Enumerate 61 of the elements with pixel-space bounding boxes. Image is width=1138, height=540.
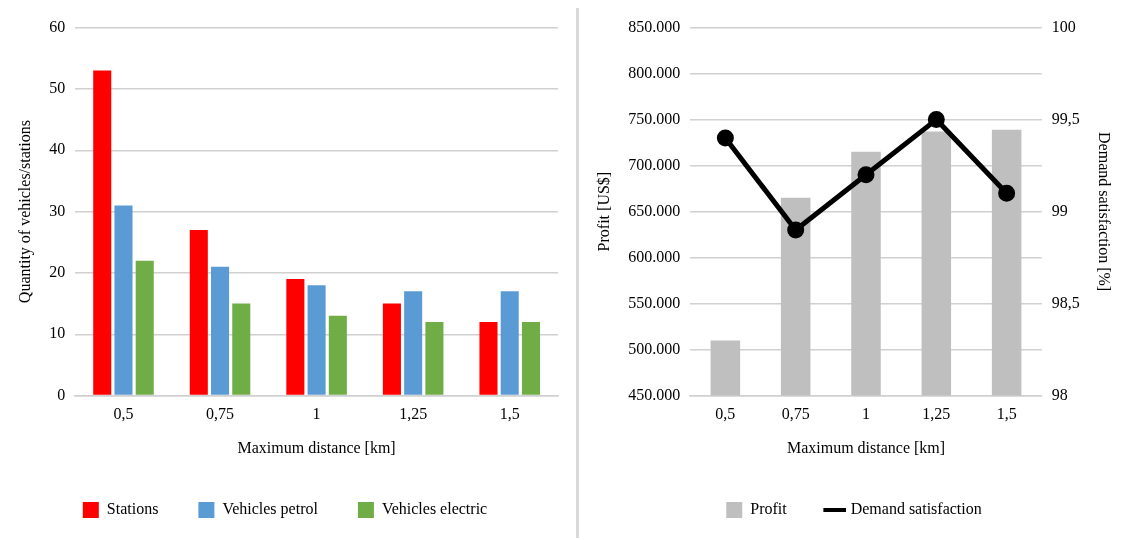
bar xyxy=(307,285,326,395)
y-tick-label: 600.000 xyxy=(628,247,681,265)
x-tick-label: 1,5 xyxy=(996,405,1017,423)
bar xyxy=(211,266,230,395)
x-tick-label: 1 xyxy=(312,405,321,423)
x-tick-label: 0,75 xyxy=(206,405,235,423)
bar xyxy=(135,260,154,395)
bar xyxy=(328,315,347,395)
y-tick-label: 850.000 xyxy=(628,17,681,35)
y-axis-title: Quantity of vehicles/stations xyxy=(15,120,34,304)
y-tick-label: 800.000 xyxy=(628,63,681,81)
bar xyxy=(93,70,112,395)
bar xyxy=(382,303,401,395)
point xyxy=(857,166,875,184)
bar xyxy=(500,291,519,395)
y-tick-label: 500.000 xyxy=(628,339,681,357)
bar xyxy=(425,322,444,395)
x-tick-label: 1,25 xyxy=(922,405,951,423)
y-tick-label: 750.000 xyxy=(628,109,681,127)
legend-label: Demand satisfaction xyxy=(850,500,982,518)
point xyxy=(998,184,1016,202)
point xyxy=(927,111,945,129)
y2-tick-label: 98 xyxy=(1051,385,1068,403)
x-tick-label: 1,5 xyxy=(499,405,520,423)
y-tick-label: 450.000 xyxy=(628,385,681,403)
x-axis-title: Maximum distance [km] xyxy=(237,438,396,456)
x-tick-label: 0,75 xyxy=(781,405,810,423)
y-tick-label: 700.000 xyxy=(628,155,681,173)
point xyxy=(787,221,805,239)
bar xyxy=(114,205,133,395)
y2-axis-title: Demand satisfaction [%] xyxy=(1096,132,1114,292)
y2-tick-label: 100 xyxy=(1051,17,1076,35)
bar xyxy=(404,291,423,395)
bar xyxy=(189,230,208,395)
bar xyxy=(232,303,251,395)
legend-label: Profit xyxy=(750,500,788,518)
y-tick-label: 10 xyxy=(49,324,66,342)
x-tick-label: 1 xyxy=(862,405,870,423)
y-tick-label: 20 xyxy=(49,263,66,281)
legend-label: Vehicles electric xyxy=(381,500,488,518)
y-tick-label: 550.000 xyxy=(628,293,681,311)
y-tick-label: 650.000 xyxy=(628,201,681,219)
y2-tick-label: 99,5 xyxy=(1051,109,1080,127)
y-tick-label: 30 xyxy=(49,201,66,219)
y-tick-label: 0 xyxy=(57,385,66,403)
y-axis-title: Profit [US$] xyxy=(594,171,612,252)
x-tick-label: 1,25 xyxy=(399,405,428,423)
bar xyxy=(286,279,305,395)
bar xyxy=(521,322,540,395)
x-axis-title: Maximum distance [km] xyxy=(786,438,946,456)
point xyxy=(716,129,734,147)
legend-label: Vehicles petrol xyxy=(222,500,319,519)
y2-tick-label: 99 xyxy=(1051,201,1068,219)
x-tick-label: 0,5 xyxy=(113,405,134,423)
y-tick-label: 60 xyxy=(49,17,66,35)
bar xyxy=(479,322,498,395)
y2-tick-label: 98,5 xyxy=(1051,293,1080,311)
y-tick-label: 40 xyxy=(49,140,66,158)
y-tick-label: 50 xyxy=(49,79,66,97)
x-tick-label: 0,5 xyxy=(715,405,736,423)
legend-label: Stations xyxy=(106,500,159,518)
